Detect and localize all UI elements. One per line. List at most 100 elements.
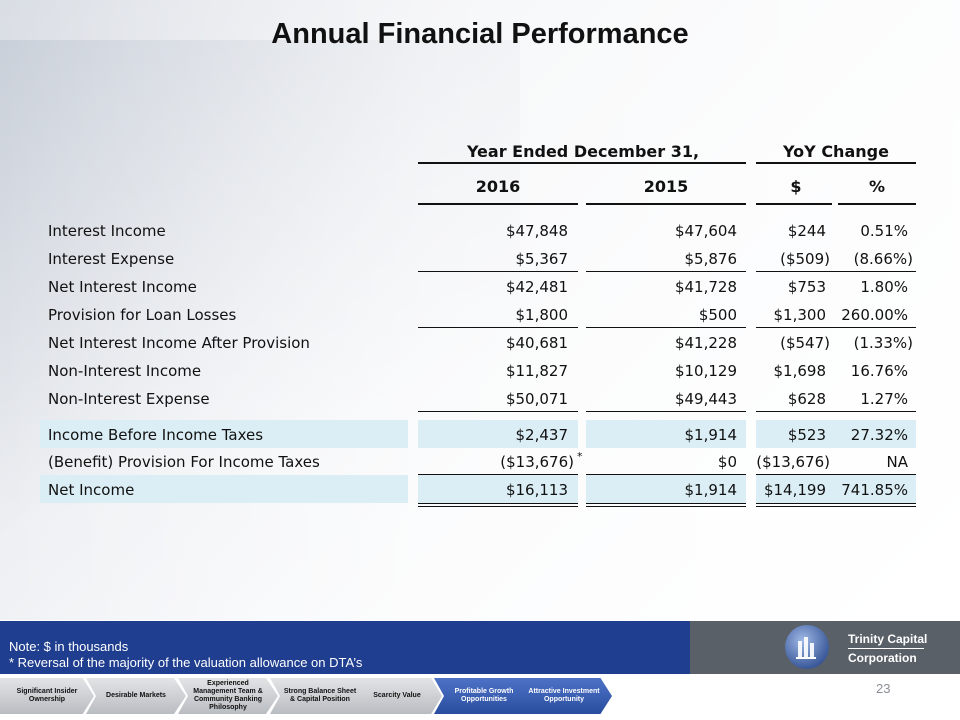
- nav-chevron-profitable-growth[interactable]: Profitable Growth Opportunities: [434, 678, 534, 714]
- cell-2016: $5,367: [515, 250, 569, 268]
- header-rule: [418, 203, 578, 205]
- row-label: Non-Interest Expense: [48, 390, 210, 408]
- footnote-asterisk: *: [577, 450, 583, 463]
- cell-percent: NA: [886, 453, 908, 471]
- logo-divider: [848, 648, 924, 649]
- row-label: Net Income: [48, 481, 135, 499]
- subtotal-rule: [418, 474, 578, 475]
- company-name-line2: Corporation: [848, 651, 917, 665]
- nav-chevron-management-team[interactable]: Experienced Management Team & Community …: [178, 678, 278, 714]
- footnote-units: Note: $ in thousands: [9, 639, 129, 654]
- subtotal-rule: [586, 411, 746, 412]
- subtotal-rule: [586, 474, 746, 475]
- cell-change: $1,300: [773, 306, 827, 324]
- footer-notes-band: [0, 621, 690, 674]
- company-name-line1: Trinity Capital: [848, 632, 928, 646]
- header-2016: 2016: [475, 177, 521, 196]
- header-percent: %: [868, 177, 886, 196]
- subtotal-rule: [756, 327, 916, 328]
- cell-2016: $47,848: [505, 222, 568, 240]
- row-label: Interest Expense: [48, 250, 175, 268]
- subtotal-rule: [586, 327, 746, 328]
- subtotal-rule: [756, 474, 916, 475]
- trinity-capital-logo-icon: [785, 625, 829, 669]
- cell-percent: 260.00%: [841, 306, 908, 324]
- row-label: Provision for Loan Losses: [48, 306, 237, 324]
- cell-2015: $0: [717, 453, 737, 471]
- cell-percent: 27.32%: [850, 426, 908, 444]
- cell-change: $753: [787, 278, 826, 296]
- highlight-row-cell: [756, 475, 916, 503]
- subtotal-rule: [418, 327, 578, 328]
- cell-2016: $16,113: [505, 481, 568, 499]
- subtotal-rule: [418, 271, 578, 272]
- cell-percent: 741.85%: [841, 481, 908, 499]
- cell-percent: 1.27%: [860, 390, 908, 408]
- highlight-row-cell: [418, 420, 578, 448]
- page-title: Annual Financial Performance: [271, 18, 689, 50]
- header-2015: 2015: [643, 177, 689, 196]
- cell-2015: $1,914: [684, 426, 738, 444]
- cell-2015: $41,228: [674, 334, 737, 352]
- nav-chevron-scarcity-value[interactable]: Scarcity Value: [352, 678, 442, 714]
- cell-change: $523: [787, 426, 826, 444]
- cell-change: $244: [787, 222, 826, 240]
- cell-change: ($509): [780, 250, 830, 268]
- nav-chevron-desirable-markets[interactable]: Desirable Markets: [86, 678, 186, 714]
- subtotal-rule: [418, 411, 578, 412]
- cell-2016: $40,681: [505, 334, 568, 352]
- highlight-row-cell: [756, 420, 916, 448]
- total-double-rule: [586, 503, 746, 507]
- header-yoy-change: YoY Change: [783, 142, 889, 161]
- cell-2016: ($13,676): [500, 453, 574, 471]
- cell-change: ($13,676): [756, 453, 830, 471]
- cell-2015: $41,728: [674, 278, 737, 296]
- cell-2016: $11,827: [505, 362, 568, 380]
- row-label: (Benefit) Provision For Income Taxes: [48, 453, 320, 471]
- page-number: 23: [876, 681, 891, 696]
- cell-2016: $42,481: [505, 278, 568, 296]
- cell-percent: 1.80%: [860, 278, 908, 296]
- total-double-rule: [756, 503, 916, 507]
- highlight-row-cell: [586, 475, 746, 503]
- highlight-row-label: [40, 475, 408, 503]
- cell-2015: $10,129: [674, 362, 737, 380]
- subtotal-rule: [586, 271, 746, 272]
- nav-chevron-insider-ownership[interactable]: Significant Insider Ownership: [0, 678, 94, 714]
- header-rule: [756, 162, 916, 164]
- highlight-row-label: [40, 420, 408, 448]
- cell-percent: 0.51%: [860, 222, 908, 240]
- nav-chevron-balance-sheet[interactable]: Strong Balance Sheet & Capital Position: [270, 678, 370, 714]
- header-year-ended: Year Ended December 31,: [466, 142, 700, 161]
- total-double-rule: [418, 503, 578, 507]
- cell-change: $14,199: [763, 481, 826, 499]
- highlight-row-cell: [586, 420, 746, 448]
- highlight-row-cell: [418, 475, 578, 503]
- cell-percent: 16.76%: [850, 362, 908, 380]
- cell-2015: $5,876: [684, 250, 738, 268]
- cell-2015: $1,914: [684, 481, 738, 499]
- cell-percent: (8.66%): [853, 250, 913, 268]
- header-rule: [418, 162, 746, 164]
- cell-2015: $500: [698, 306, 737, 324]
- header-rule: [586, 203, 746, 205]
- row-label: Net Interest Income: [48, 278, 197, 296]
- subtotal-rule: [756, 271, 916, 272]
- cell-2016: $50,071: [505, 390, 568, 408]
- cell-2016: $2,437: [515, 426, 569, 444]
- header-rule: [756, 203, 832, 205]
- header-dollar: $: [790, 177, 802, 196]
- row-label: Non-Interest Income: [48, 362, 202, 380]
- cell-2015: $47,604: [674, 222, 737, 240]
- row-label: Income Before Income Taxes: [48, 426, 264, 444]
- nav-chevron-attractive-investment[interactable]: Attractive Investment Opportunity: [516, 678, 612, 714]
- cell-2016: $1,800: [515, 306, 569, 324]
- footnote-dta: * Reversal of the majority of the valuat…: [9, 655, 363, 670]
- cell-change: $628: [787, 390, 826, 408]
- cell-change: $1,698: [773, 362, 827, 380]
- header-rule: [838, 203, 916, 205]
- background-fade: [0, 0, 960, 620]
- row-label: Net Interest Income After Provision: [48, 334, 310, 352]
- cell-2015: $49,443: [674, 390, 737, 408]
- row-label: Interest Income: [48, 222, 166, 240]
